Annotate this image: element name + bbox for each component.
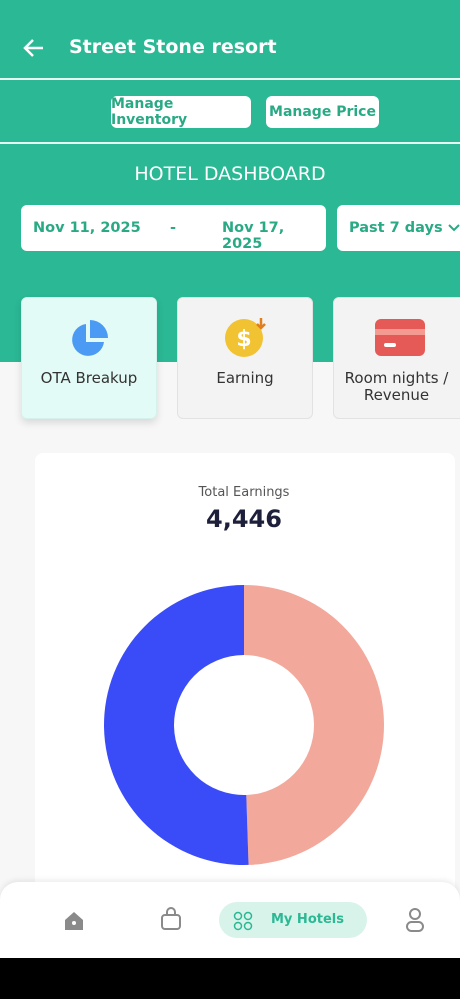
chart-title: Total Earnings — [198, 485, 290, 500]
nav-label: My Hotels — [271, 912, 344, 927]
donut-segment — [104, 585, 249, 865]
range-dropdown[interactable]: Past 7 days — [337, 205, 460, 251]
start-date: Nov 11, 2025 — [33, 220, 141, 236]
dashboard-title: HOTEL DASHBOARD — [134, 163, 326, 185]
divider — [0, 142, 460, 144]
manage-price[interactable]: Manage Price — [266, 96, 379, 128]
profile-icon[interactable] — [404, 907, 426, 933]
divider — [0, 78, 460, 80]
donut-segment — [244, 585, 385, 865]
hotel-title: Street Stone resort — [69, 36, 277, 58]
svg-text:$: $ — [236, 327, 251, 352]
range-label: Past 7 days — [349, 220, 443, 236]
back-button[interactable] — [22, 36, 46, 60]
card-icon — [375, 319, 425, 356]
system-bar — [0, 958, 460, 999]
home-icon[interactable] — [63, 910, 85, 932]
chart: Total Earnings 4,446 — [104, 485, 385, 865]
tab-ota[interactable]: OTA Breakup — [21, 297, 157, 419]
chevron — [448, 224, 460, 232]
tab-label: OTA Breakup — [40, 369, 138, 387]
grid-icon — [233, 911, 253, 931]
tab-room-nights[interactable]: Room nights / Revenue — [333, 297, 460, 419]
tab-earning[interactable]: $ Earning — [177, 297, 313, 419]
my-hotels-tab[interactable]: My Hotels — [219, 902, 367, 938]
tab-label: Room nights / Revenue — [344, 369, 449, 404]
end-date: Nov 17, 2025 — [222, 220, 285, 252]
date-separator: - — [170, 220, 177, 236]
date-range[interactable]: Nov 11, 2025 - Nov 17, 2025 — [21, 205, 326, 252]
bottom-nav: My Hotels — [0, 882, 460, 958]
bag-icon[interactable] — [160, 907, 182, 931]
pie-icon — [72, 320, 108, 356]
manage-inventory[interactable]: Manage Inventory — [111, 96, 251, 128]
tab-label: Earning — [216, 369, 274, 387]
total-value: 4,446 — [206, 505, 282, 533]
earning-icon: $ — [225, 318, 266, 357]
